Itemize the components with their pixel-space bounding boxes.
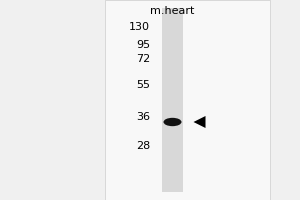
Text: 55: 55 — [136, 80, 150, 90]
Text: m.heart: m.heart — [150, 6, 195, 16]
Text: 72: 72 — [136, 54, 150, 64]
Bar — [162, 8, 183, 192]
Text: 95: 95 — [136, 40, 150, 50]
Ellipse shape — [164, 118, 181, 126]
Bar — [105, 0, 270, 200]
Text: 28: 28 — [136, 141, 150, 151]
Polygon shape — [194, 116, 206, 128]
Text: 130: 130 — [129, 22, 150, 32]
Text: 36: 36 — [136, 112, 150, 122]
